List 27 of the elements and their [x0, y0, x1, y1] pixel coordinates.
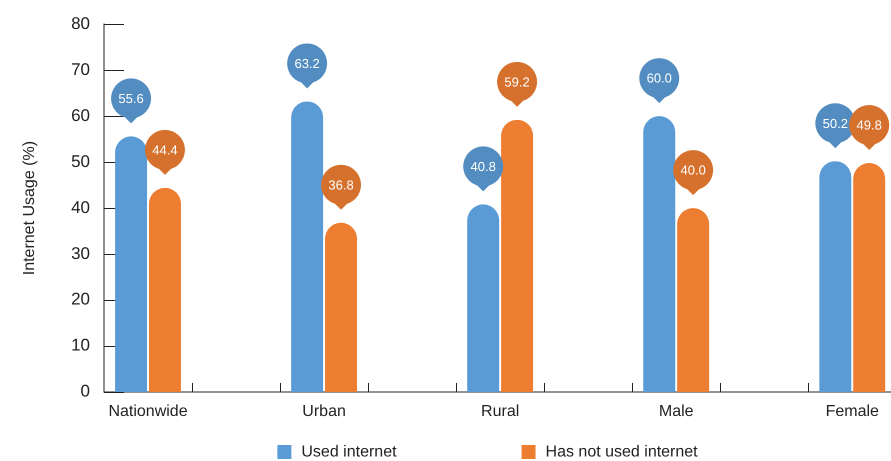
y-tick-label: 20: [71, 290, 90, 309]
data-label: 40.0: [680, 162, 706, 178]
legend-label: Has not used internet: [546, 443, 698, 460]
data-label: 40.8: [470, 159, 496, 174]
y-tick-label: 80: [71, 14, 90, 33]
y-tick-label: 10: [71, 336, 90, 355]
data-label: 50.2: [822, 116, 848, 131]
y-tick-label: 50: [71, 152, 90, 171]
x-tick-label: Urban: [302, 403, 346, 420]
data-label: 63.2: [294, 56, 320, 72]
data-label: 44.4: [152, 142, 178, 158]
data-label: 60.0: [646, 70, 672, 86]
x-tick-label: Rural: [481, 403, 520, 420]
y-tick-label: 30: [71, 244, 90, 263]
data-label: 55.6: [118, 90, 144, 106]
legend-label: Used internet: [301, 443, 398, 460]
x-tick-label: Nationwide: [108, 403, 188, 420]
y-tick-label: 0: [80, 382, 90, 401]
data-label: 36.8: [328, 177, 354, 192]
data-label: 49.8: [856, 118, 882, 133]
y-tick-label: 70: [71, 60, 90, 79]
data-label: 59.2: [504, 74, 530, 90]
y-axis-title: Internet Usage (%): [21, 140, 38, 276]
y-tick-label: 60: [71, 106, 90, 125]
y-tick-label: 40: [71, 198, 90, 217]
x-tick-label: Male: [658, 403, 694, 420]
x-tick-label: Female: [826, 403, 880, 420]
